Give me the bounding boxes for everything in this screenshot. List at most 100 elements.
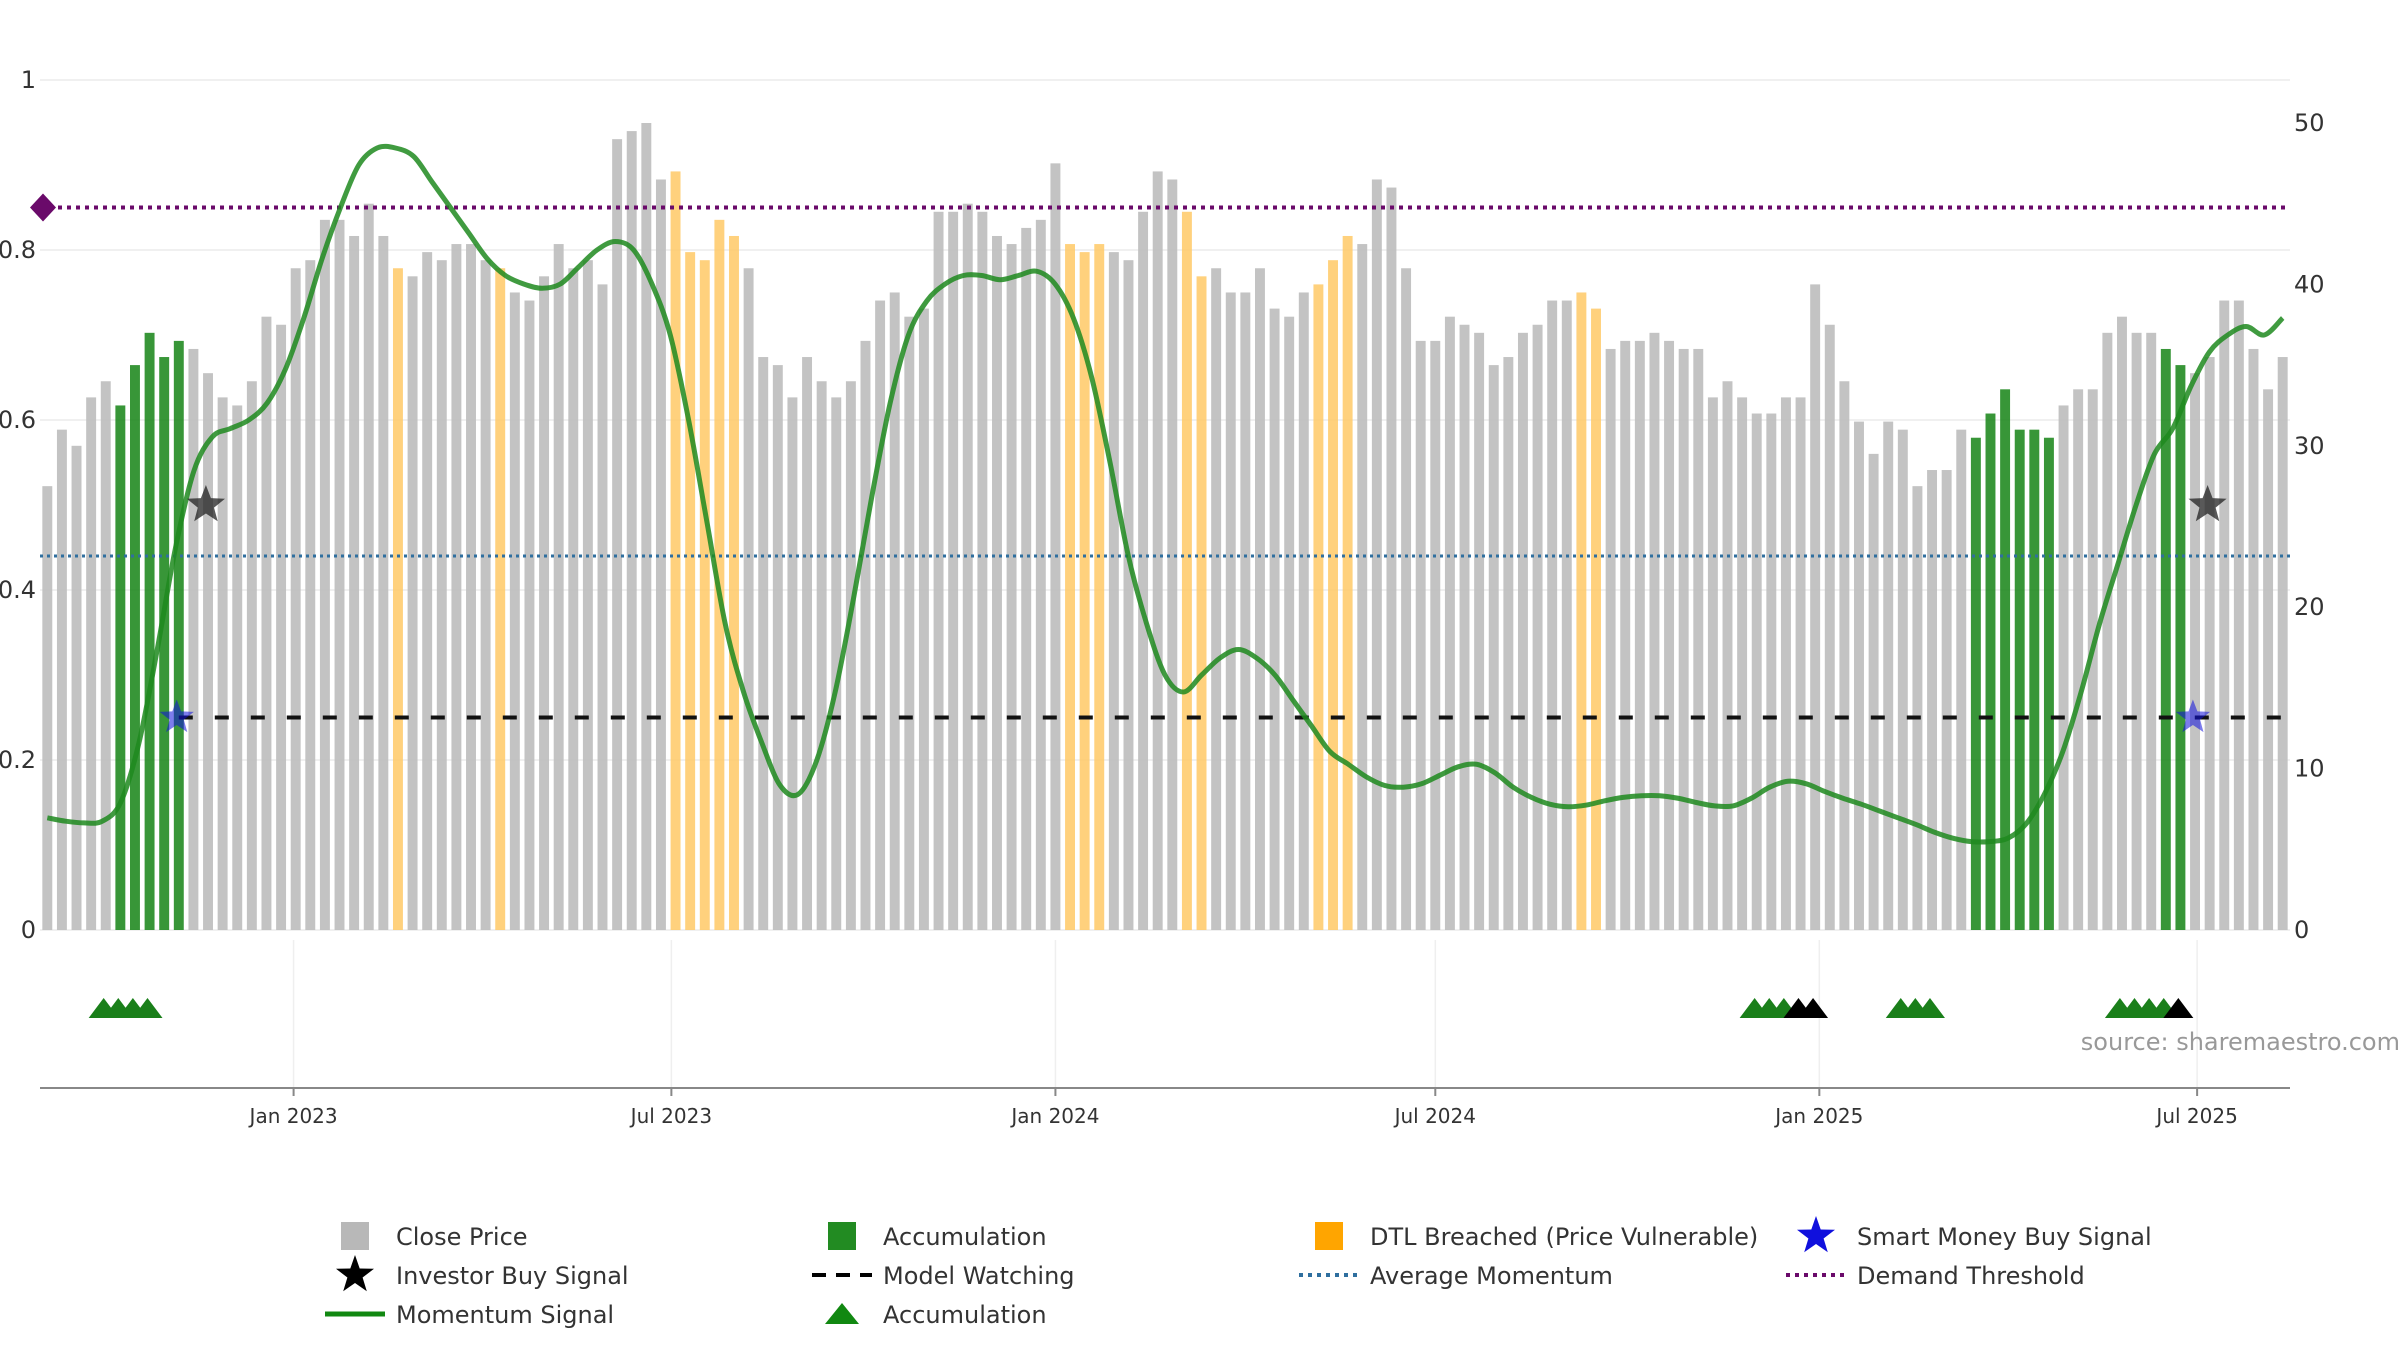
close-price-bar [1269, 308, 1280, 930]
right-tick-label: 20 [2294, 593, 2325, 621]
close-price-bar [1678, 348, 1689, 931]
close-price-bar [889, 292, 900, 931]
close-price-bar [1766, 413, 1777, 930]
close-price-bar [1503, 357, 1514, 930]
close-price-bar [1941, 470, 1952, 930]
close-price-bar [1664, 340, 1675, 930]
close-price-bar [582, 260, 593, 930]
close-price-bar [451, 244, 462, 931]
smart-money-star [2175, 699, 2211, 733]
right-tick-label: 30 [2294, 432, 2325, 460]
left-tick-label: 1 [21, 66, 36, 94]
dtl-breached-bar [392, 268, 403, 930]
close-price-bar [1824, 324, 1835, 930]
close-price-bar [875, 300, 886, 930]
legend-label: Momentum Signal [396, 1301, 614, 1329]
accumulation-bar [130, 365, 140, 931]
close-price-bar [831, 397, 842, 930]
close-price-bar [1284, 316, 1295, 930]
close-price-bar [1415, 340, 1426, 930]
close-price-bar [1255, 268, 1265, 930]
accumulation-bar [2043, 437, 2054, 930]
x-tick-label: Jul 2024 [1393, 1104, 1476, 1128]
x-tick-label: Jan 2024 [1009, 1104, 1099, 1128]
accumulation-bar [1970, 437, 1981, 930]
x-tick-label: Jul 2023 [629, 1104, 712, 1128]
accumulation-bar [115, 405, 126, 930]
left-tick-label: 0 [21, 916, 36, 944]
close-price-bar [1897, 429, 1908, 930]
reference-lines [30, 193, 2290, 720]
close-price-bar [772, 365, 783, 931]
close-price-bar [568, 268, 579, 930]
close-price-bar [1810, 284, 1821, 930]
close-price-bar [1474, 332, 1485, 930]
dtl-breached-bar [1181, 211, 1192, 930]
close-price-bar [2277, 357, 2288, 930]
signal-markers [159, 485, 2227, 733]
close-price-bar [904, 316, 915, 930]
close-price-bar [71, 445, 82, 930]
source-label: source: sharemaestro.com [2081, 1028, 2400, 1056]
close-price-bar [305, 260, 316, 930]
legend-label: Accumulation [883, 1223, 1047, 1251]
close-price-bar [1488, 365, 1499, 931]
close-price-bar [1035, 219, 1046, 931]
close-price-bar [1620, 340, 1631, 930]
close-price-bar [655, 179, 666, 931]
close-price-bar [349, 235, 360, 931]
close-price-bar [42, 486, 53, 930]
close-price-bar [2131, 332, 2142, 930]
legend-marker-blue-star [1797, 1216, 1835, 1253]
close-price-bar [2073, 389, 2084, 930]
dtl-breached-bar [1094, 244, 1105, 931]
close-price-bar [2190, 373, 2200, 930]
close-price-bar [626, 131, 637, 930]
close-price-bar [977, 211, 988, 930]
accumulation-bar [2014, 429, 2025, 930]
smart-money-star [159, 699, 194, 733]
gridlines [40, 79, 2290, 1088]
close-price-bar [188, 348, 199, 931]
demand-threshold-marker [30, 193, 56, 222]
close-price-bar [1561, 300, 1572, 930]
x-tick-label: Jan 2025 [1773, 1104, 1863, 1128]
close-price-bar [2233, 300, 2244, 930]
accumulation-bar [144, 332, 155, 930]
dtl-breached-bar [1591, 308, 1601, 930]
legend-marker-green-square [828, 1222, 856, 1250]
dtl-breached-bar [1328, 260, 1338, 930]
accumulation-strip [88, 998, 2194, 1018]
close-price-bar [860, 340, 871, 930]
x-tick-label: Jan 2023 [248, 1104, 338, 1128]
close-price-bar [509, 292, 520, 931]
close-price-bar [1138, 211, 1149, 930]
close-price-bar [334, 219, 345, 931]
dtl-breached-bar [729, 235, 739, 931]
dtl-breached-bar [714, 219, 725, 931]
legend-label: Model Watching [883, 1262, 1075, 1290]
close-price-bar [407, 276, 418, 931]
right-tick-label: 0 [2294, 916, 2309, 944]
close-price-bar [246, 381, 257, 930]
close-price-bar [1050, 163, 1061, 931]
close-price-bar [1868, 453, 1879, 930]
close-price-bar [1444, 316, 1455, 930]
accumulation-triangle [132, 998, 163, 1018]
accumulation-bar [2029, 429, 2040, 930]
close-price-bar [1605, 348, 1616, 931]
close-price-bar [758, 357, 769, 930]
investor-buy-star [2188, 485, 2227, 522]
close-price-bar [1649, 332, 1660, 930]
close-price-bar [480, 260, 491, 930]
close-price-bar [1795, 397, 1806, 930]
close-price-bar [1167, 179, 1178, 931]
legend-label: Average Momentum [1370, 1262, 1613, 1290]
close-price-bar [1751, 413, 1762, 930]
close-price-bar [100, 381, 111, 930]
close-price-bar [1547, 300, 1558, 930]
close-price-bar [1532, 324, 1543, 930]
close-price-bar [1401, 268, 1412, 930]
close-price-bar [1517, 332, 1528, 930]
